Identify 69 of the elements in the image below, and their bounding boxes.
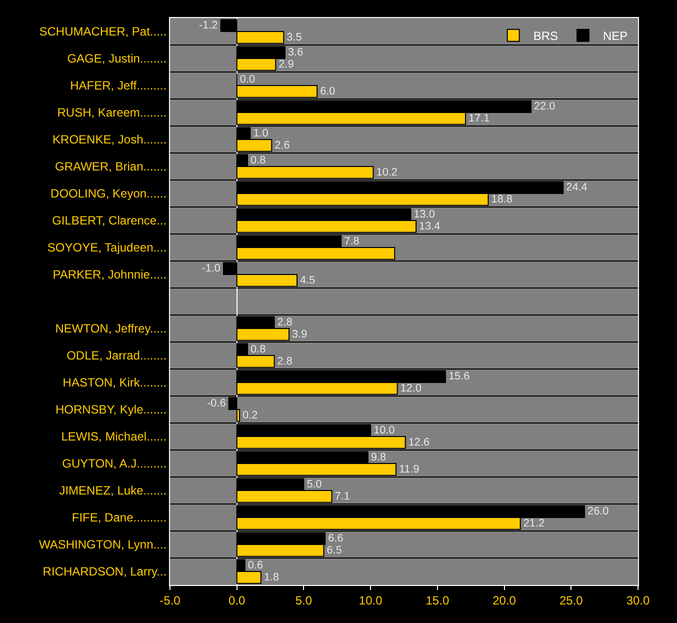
data-label: 26.0 [588,506,609,518]
y-tick-label: LEWIS, Michael...... [61,430,167,444]
data-label: 1.8 [264,571,280,584]
data-label: 9.8 [370,452,386,464]
y-tick-label: KROENKE, Josh....... [52,132,167,147]
data-label: 6.0 [320,85,336,98]
y-tick-label: WASHINGTON, Lynn.... [39,538,167,552]
data-label: 13.0 [414,208,435,221]
y-tick-label: NEWTON, Jeffrey..... [55,322,167,336]
data-label: 0.0 [240,74,255,86]
data-label: 15.6 [448,370,470,383]
y-tick-label: SCHUMACHER, Pat..... [39,24,167,39]
x-tick-label: 15.0 [426,593,450,608]
data-label: 2.9 [278,58,294,70]
data-label: 5.0 [306,478,322,491]
y-tick-label: HASTON, Kirk........ [62,376,167,390]
y-tick-label: HORNSBY, Kyle....... [55,402,167,417]
data-label: -0.6 [207,398,226,410]
y-tick-label: GAGE, Justin........ [67,52,167,66]
legend-label: NEP [603,29,628,44]
y-tick-label: RICHARDSON, Larry... [42,564,167,579]
data-label: 1.0 [253,128,268,140]
x-tick-label: 30.0 [626,593,650,608]
data-label: 4.5 [300,274,316,286]
data-label: -1.0 [202,262,220,275]
data-label: 12.0 [400,382,422,394]
y-tick-label: SOYOYE, Tajudeen.... [47,240,167,255]
data-label: 22.0 [534,100,556,113]
data-label: 11.9 [398,463,420,476]
data-label: 6.6 [328,532,344,545]
data-label: 3.9 [292,328,308,340]
data-label: 0.8 [250,154,266,167]
data-label: 2.8 [277,355,292,368]
data-label: 2.6 [274,139,290,152]
x-tick-label: 0.0 [228,593,246,608]
data-label: 17.1 [468,112,490,124]
x-tick-label: 20.0 [492,593,516,608]
data-label: 0.2 [242,409,258,422]
y-tick-label: JIMENEZ, Luke....... [59,484,167,498]
data-label: 6.5 [326,544,342,556]
data-label: 24.4 [566,182,588,194]
data-label: 2.8 [277,316,292,329]
data-label: 12.6 [408,436,430,448]
x-tick-label: 10.0 [358,593,383,608]
data-label: 18.8 [491,193,512,206]
y-tick-label: ODLE, Jarrad........ [66,348,167,363]
y-tick-label: RUSH, Kareem........ [57,106,167,120]
x-tick-label: -5.0 [160,593,181,608]
x-tick-label: 5.0 [295,593,312,608]
y-tick-label: GUYTON, A.J......... [62,456,167,471]
data-label: 21.2 [523,517,545,530]
x-tick-label: 25.0 [559,593,584,608]
data-label: 10.0 [374,424,395,437]
y-tick-label: HAFER, Jeff......... [70,78,167,93]
y-tick-label: GRAWER, Brian....... [55,160,167,174]
data-label: 7.8 [344,236,360,248]
data-label: 13.4 [419,220,440,232]
y-tick-label: PARKER, Johnnie..... [52,268,167,282]
data-label: 3.6 [288,46,304,59]
data-label: -1.2 [199,20,218,32]
y-tick-label: FIFE, Dane.......... [72,510,167,525]
legend-label: BRS [533,29,558,44]
y-tick-label: GILBERT, Clarence... [52,214,167,228]
y-tick-label: DOOLING, Keyon...... [50,186,167,201]
data-label: 7.1 [334,490,350,502]
data-label: 0.8 [250,344,266,356]
data-label: 10.2 [376,166,398,178]
data-label: 3.5 [286,31,302,44]
data-label: 0.6 [248,560,264,572]
